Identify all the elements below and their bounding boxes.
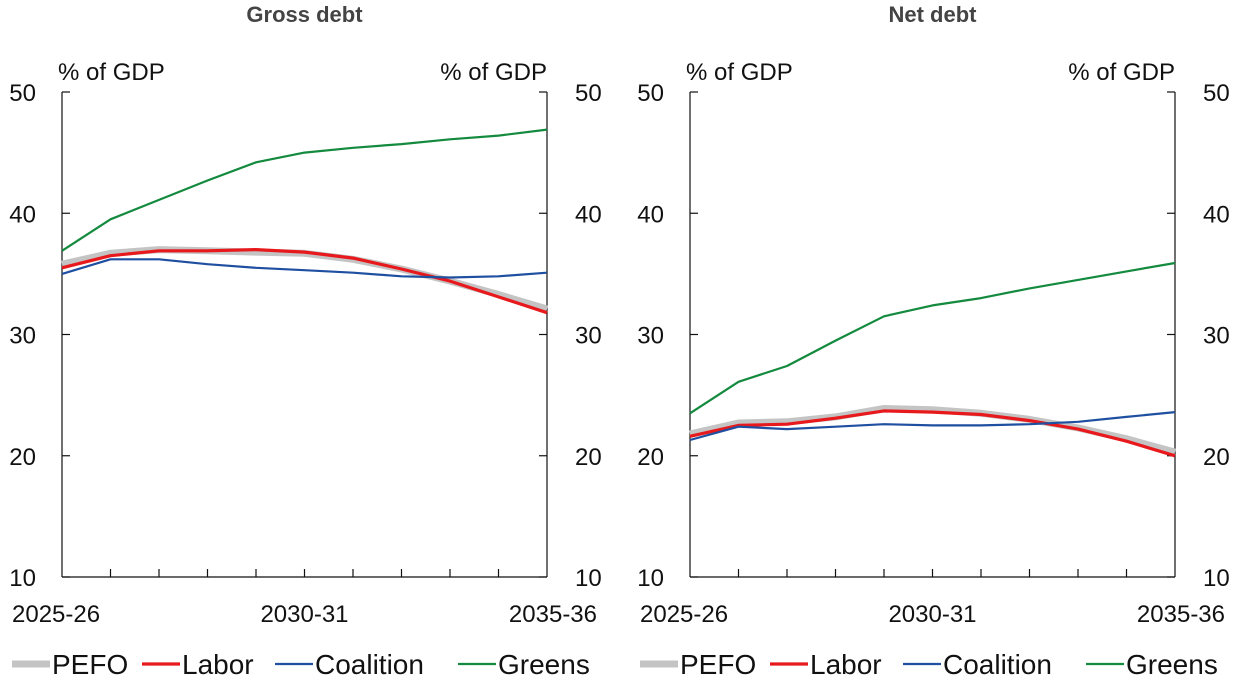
- net-debt-ylabel-right: % of GDP: [1068, 59, 1175, 86]
- gross-debt-ytick-label-left-50: 50: [9, 80, 36, 107]
- net-debt-ytick-label-right-30: 30: [1203, 323, 1230, 350]
- gross-debt-series-greens: [61, 128, 548, 252]
- net-debt-legend-label-pefo: PEFO: [680, 649, 756, 677]
- gross-debt-legend-label-pefo: PEFO: [52, 649, 128, 677]
- gross-debt-ytick-label-left-40: 40: [9, 201, 36, 228]
- net-debt-xtick-label-2025-26: 2025-26: [640, 601, 728, 628]
- gross-debt-ytick-label-right-20: 20: [575, 444, 602, 471]
- gross-debt-ylabel-right: % of GDP: [440, 59, 547, 86]
- gross-debt-series-labor: [61, 248, 548, 315]
- net-debt-series-pefo: [689, 405, 1176, 456]
- net-debt-series-greens: [689, 261, 1176, 415]
- gross-debt-ytick-label-left-30: 30: [9, 323, 36, 350]
- gross-debt-ytick-label-right-50: 50: [575, 80, 602, 107]
- net-debt-legend-label-greens: Greens: [1126, 649, 1218, 677]
- net-debt-ylabel-left: % of GDP: [686, 59, 793, 86]
- gross-debt-xtick-label-2035-36: 2035-36: [509, 601, 597, 628]
- gross-debt-legend-label-labor: Labor: [182, 649, 254, 677]
- net-debt-ytick-label-left-20: 20: [637, 444, 664, 471]
- net-debt-title: Net debt: [889, 2, 978, 27]
- net-debt-ytick-label-right-10: 10: [1203, 565, 1230, 592]
- net-debt-ytick-label-right-20: 20: [1203, 444, 1230, 471]
- net-debt-ytick-label-left-40: 40: [637, 201, 664, 228]
- gross-debt-xtick-label-2030-31: 2030-31: [260, 601, 348, 628]
- net-debt-series-labor: [689, 409, 1176, 458]
- gross-debt-svg: Gross debt % of GDP % of GDP 10 10 20 20 30 30 40…: [9, 2, 602, 677]
- gross-debt-legend-label-greens: Greens: [498, 649, 590, 677]
- gross-debt-legend-label-coalition: Coalition: [315, 649, 424, 677]
- gross-debt-series-coalition: [61, 258, 548, 279]
- gross-debt-ytick-label-right-30: 30: [575, 323, 602, 350]
- gross-debt-xtick-label-2025-26: 2025-26: [12, 601, 100, 628]
- net-debt-series-coalition: [689, 411, 1176, 442]
- net-debt-svg: Net debt % of GDP % of GDP 10 10 20 20 30 30 40 40…: [637, 2, 1230, 677]
- net-debt-ytick-label-left-50: 50: [637, 80, 664, 107]
- net-debt-ytick-label-left-10: 10: [637, 565, 664, 592]
- net-debt-ytick-label-left-30: 30: [637, 323, 664, 350]
- gross-debt-ylabel-left: % of GDP: [58, 59, 165, 86]
- net-debt-xtick-label-2035-36: 2035-36: [1137, 601, 1225, 628]
- net-debt-legend-label-labor: Labor: [810, 649, 882, 677]
- gross-debt-chart: Gross debt % of GDP % of GDP 10 10 20 20 30 30 40…: [9, 2, 602, 677]
- net-debt-ytick-label-right-40: 40: [1203, 201, 1230, 228]
- net-debt-chart: Net debt % of GDP % of GDP 10 10 20 20 30 30 40 40…: [628, 0, 1256, 677]
- gross-debt-ytick-label-right-40: 40: [575, 201, 602, 228]
- gross-debt-ytick-label-left-10: 10: [9, 565, 36, 592]
- gross-debt-title: Gross debt: [246, 2, 363, 27]
- net-debt-ytick-label-right-50: 50: [1203, 80, 1230, 107]
- net-debt-xtick-label-2030-31: 2030-31: [888, 601, 976, 628]
- net-debt-legend-label-coalition: Coalition: [943, 649, 1052, 677]
- gross-debt-ytick-label-left-20: 20: [9, 444, 36, 471]
- gross-debt-ytick-label-right-10: 10: [575, 565, 602, 592]
